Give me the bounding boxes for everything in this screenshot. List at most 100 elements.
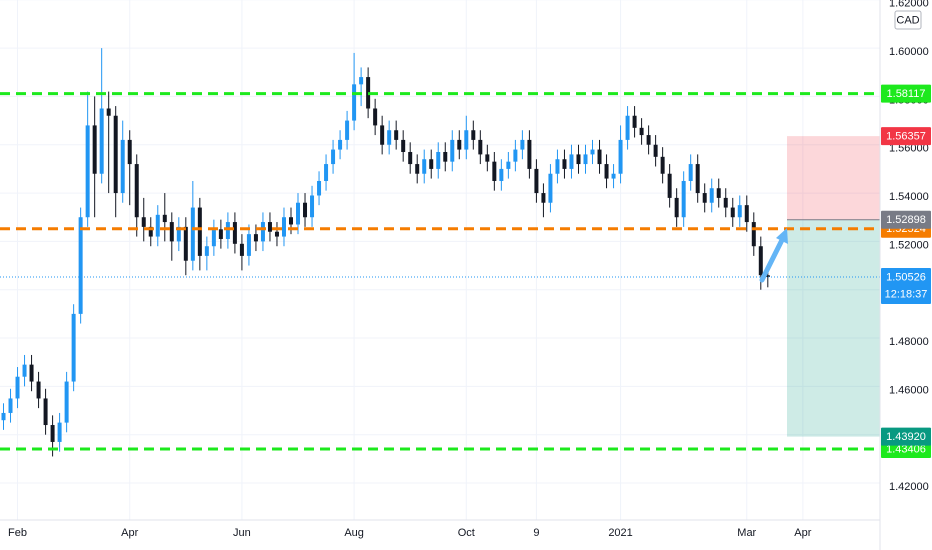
candle-body <box>148 226 153 237</box>
candle-body <box>373 108 378 126</box>
candle-body <box>513 149 518 162</box>
candle-body <box>106 108 111 116</box>
candle-body <box>260 222 265 242</box>
candle-body <box>1 412 6 421</box>
candle-body <box>267 222 272 232</box>
price-badge-label: 1.58117 <box>887 88 926 100</box>
candle-body <box>548 173 553 203</box>
candle-body <box>590 149 595 155</box>
candle-body <box>758 246 763 276</box>
candle-body <box>169 222 174 242</box>
candle-body <box>667 173 672 198</box>
x-tick-label: Jun <box>233 527 251 539</box>
candle-body <box>64 381 69 423</box>
candle-body <box>618 139 623 174</box>
price-badge-label: 1.43920 <box>886 431 926 443</box>
price-badge-label: 1.52898 <box>886 214 926 226</box>
candle-body <box>730 207 735 218</box>
candle-body <box>702 193 707 203</box>
candle-body <box>485 154 490 162</box>
candle-body <box>8 398 13 413</box>
candle-body <box>737 205 742 218</box>
candle-body <box>387 130 392 145</box>
candle-body <box>303 202 308 218</box>
price-badge <box>881 427 931 446</box>
candle-body <box>716 188 721 198</box>
x-tick-label: Apr <box>121 527 138 539</box>
candle-body <box>50 425 55 442</box>
candle-body <box>709 188 714 203</box>
y-tick-label: 1.46000 <box>889 384 929 396</box>
candle-body <box>218 229 223 239</box>
x-tick-label: 9 <box>533 527 539 539</box>
candle-body <box>134 164 139 218</box>
candles <box>1 48 770 457</box>
candle-body <box>359 77 364 85</box>
y-tick-label: 1.48000 <box>889 336 929 348</box>
y-tick-label: 1.52000 <box>889 239 929 251</box>
target-zone <box>787 219 880 437</box>
candle-body <box>604 164 609 179</box>
x-tick-label: Aug <box>344 527 364 539</box>
candle-body <box>352 84 357 121</box>
y-tick-label: 1.56000 <box>889 143 929 155</box>
candle-body <box>345 120 350 140</box>
candle-body <box>695 164 700 194</box>
candle-body <box>401 139 406 152</box>
candle-body <box>99 108 104 174</box>
candle-body <box>127 139 132 165</box>
candle-body <box>232 222 237 244</box>
candle-body <box>674 197 679 218</box>
candle-body <box>162 214 167 223</box>
candle-body <box>751 222 756 247</box>
candle-body <box>288 217 293 225</box>
candle-body <box>338 139 343 150</box>
candle-body <box>324 164 329 181</box>
candle-body <box>534 168 539 194</box>
candle-body <box>583 154 588 165</box>
candle-body <box>415 164 420 174</box>
candle-body <box>611 173 616 179</box>
candle-body <box>211 229 216 247</box>
candle-body <box>394 130 399 140</box>
candle-body <box>723 197 728 208</box>
candle-body <box>239 243 244 256</box>
candle-body <box>36 381 41 399</box>
currency-box <box>894 10 922 30</box>
candle-body <box>492 161 497 181</box>
candle-body <box>765 275 770 278</box>
candle-body <box>499 168 504 181</box>
candle-body <box>478 139 483 155</box>
price-badge <box>881 210 931 229</box>
candle-body <box>639 127 644 136</box>
candle-body <box>576 154 581 165</box>
x-tick-label: 2021 <box>608 527 632 539</box>
candle-body <box>274 231 279 237</box>
price-badge <box>881 127 931 146</box>
candle-body <box>646 135 651 145</box>
candle-body <box>443 151 448 162</box>
candle-body <box>688 164 693 181</box>
y-tick-label: 1.54000 <box>889 191 929 203</box>
y-tick-label: 1.42000 <box>889 481 929 493</box>
candle-body <box>43 398 48 426</box>
candle-body <box>281 217 286 237</box>
candle-body <box>253 234 258 242</box>
candle-body <box>246 234 251 256</box>
candle-body <box>436 151 441 169</box>
candle-body <box>471 130 476 140</box>
currency: CAD <box>896 14 919 26</box>
candle-body <box>660 156 665 174</box>
candle-body <box>141 217 146 227</box>
candle-body <box>457 139 462 150</box>
candle-body <box>204 246 209 256</box>
stop-zone <box>787 136 880 220</box>
candle-body <box>520 139 525 150</box>
price-badge-label: 1.43406 <box>886 443 926 455</box>
levels <box>0 92 880 451</box>
candle-body <box>225 222 230 239</box>
arrow-head <box>776 228 788 244</box>
arrow <box>759 237 785 283</box>
candle-body <box>429 159 434 169</box>
candle-body <box>176 226 181 242</box>
